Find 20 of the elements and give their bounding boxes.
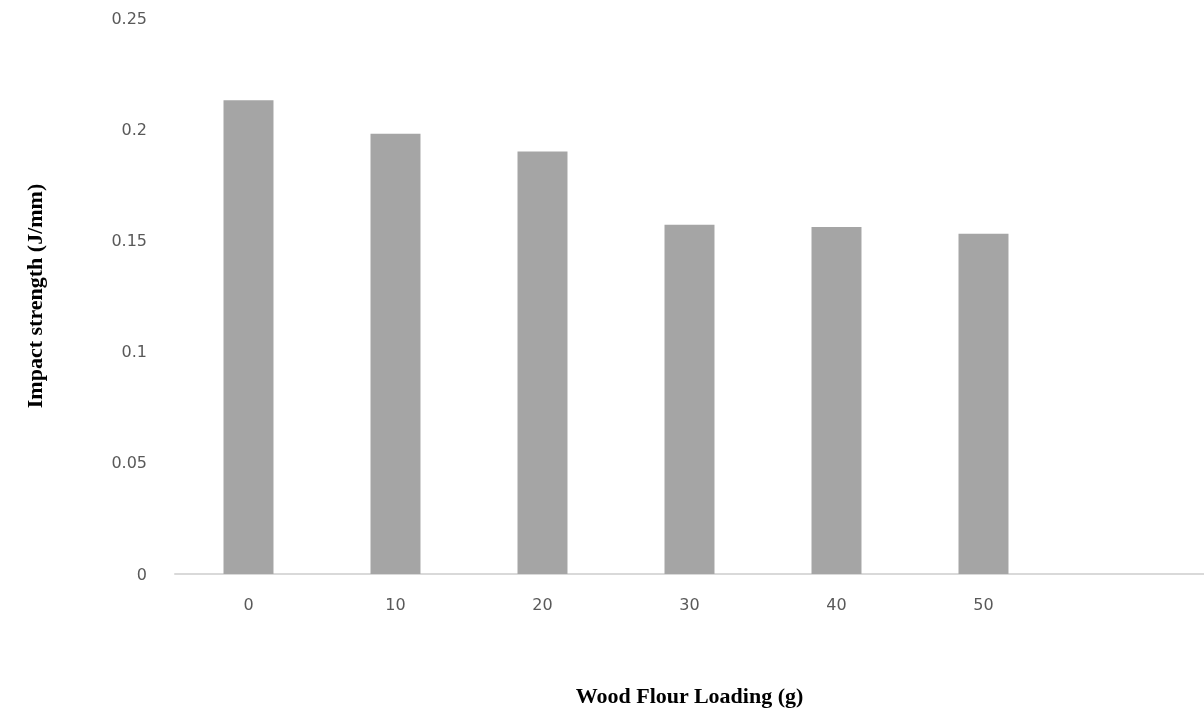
x-tick-label: 50 [973, 594, 994, 614]
x-tick-label: 30 [679, 594, 700, 614]
y-tick-label: 0.2 [121, 119, 147, 139]
y-tick-label: 0.15 [111, 230, 147, 250]
y-tick-label: 0.05 [111, 453, 147, 473]
bar [370, 133, 421, 574]
y-tick-label: 0.1 [121, 342, 147, 362]
bar [958, 233, 1009, 574]
x-axis-title: Wood Flour Loading (g) [575, 682, 804, 708]
y-tick-label: 0 [136, 564, 147, 584]
x-tick-label: 40 [826, 594, 847, 614]
x-tick-label: 10 [385, 594, 406, 614]
y-axis-title: Impact strength (J/mm) [21, 183, 47, 409]
bar [517, 151, 568, 574]
x-tick-label: 20 [532, 594, 553, 614]
bar [811, 227, 862, 574]
y-tick-label: 0.25 [111, 8, 147, 28]
bar [223, 100, 274, 574]
x-tick-label: 0 [243, 594, 254, 614]
bar [664, 224, 715, 574]
